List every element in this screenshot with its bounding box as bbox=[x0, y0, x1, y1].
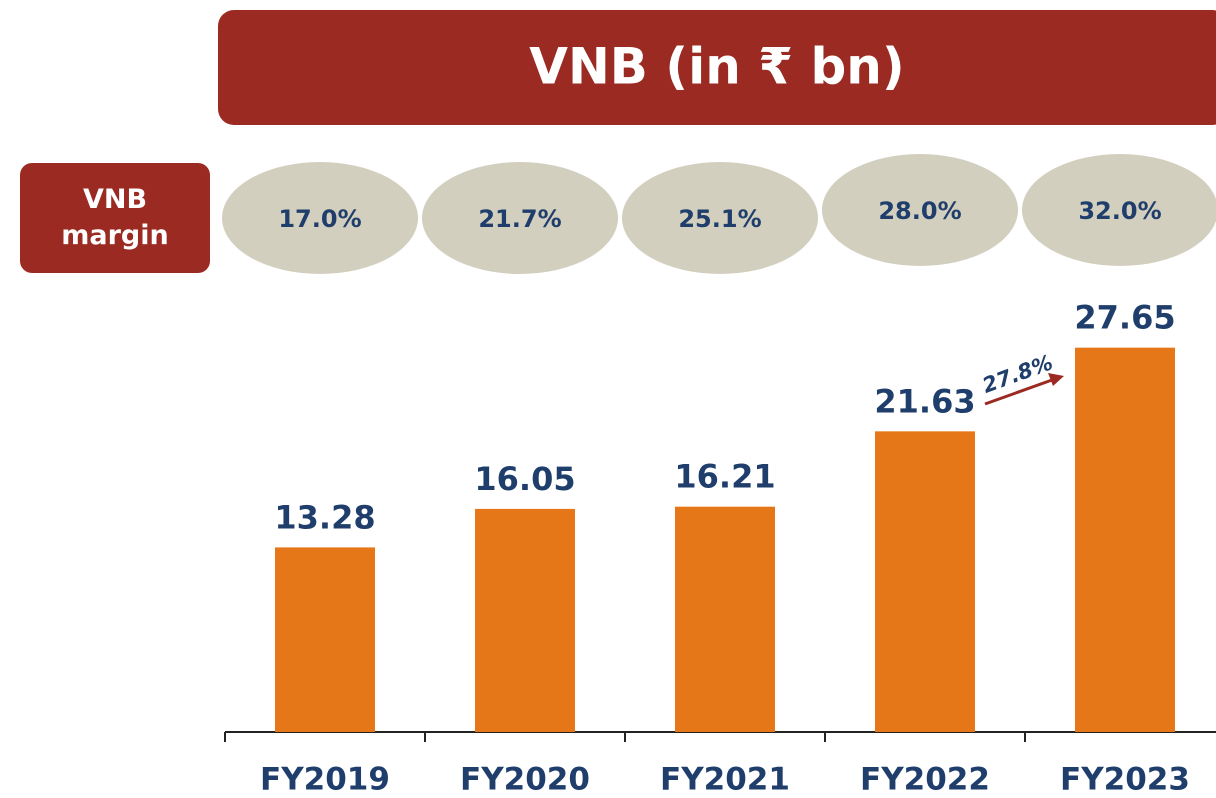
margin-label: 25.1% bbox=[678, 205, 761, 233]
value-label: 21.63 bbox=[874, 382, 975, 420]
value-label: 27.65 bbox=[1074, 299, 1175, 337]
margin-ellipse bbox=[622, 162, 818, 274]
margin-label: 21.7% bbox=[478, 205, 561, 233]
x-tick-label: FY2023 bbox=[1060, 762, 1190, 798]
x-tick-label: FY2021 bbox=[660, 762, 790, 798]
value-label: 13.28 bbox=[274, 498, 375, 536]
growth-annotation: 27.8% bbox=[979, 350, 1056, 397]
title-banner bbox=[218, 10, 1216, 125]
x-tick-label: FY2019 bbox=[260, 762, 390, 798]
margin-label: 28.0% bbox=[878, 197, 961, 225]
growth-arrow bbox=[984, 378, 1053, 406]
margin-ellipse bbox=[822, 154, 1018, 266]
bar bbox=[675, 506, 775, 732]
bar bbox=[475, 508, 575, 732]
margin-label: VNB margin bbox=[20, 163, 210, 273]
value-label: 16.05 bbox=[474, 460, 575, 498]
chart-title: VNB (in ₹ bn) bbox=[529, 38, 905, 96]
bar bbox=[875, 431, 975, 732]
value-label: 16.21 bbox=[674, 458, 775, 496]
margin-ellipse bbox=[1022, 154, 1216, 266]
bar bbox=[275, 547, 375, 732]
margin-label: 32.0% bbox=[1078, 197, 1161, 225]
margin-ellipse bbox=[222, 162, 418, 274]
x-tick-label: FY2020 bbox=[460, 762, 590, 798]
margin-ellipse bbox=[422, 162, 618, 274]
margin-label: 17.0% bbox=[278, 205, 361, 233]
x-tick-label: FY2022 bbox=[860, 762, 990, 798]
growth-arrowhead bbox=[1048, 373, 1064, 386]
bar bbox=[1075, 347, 1175, 732]
